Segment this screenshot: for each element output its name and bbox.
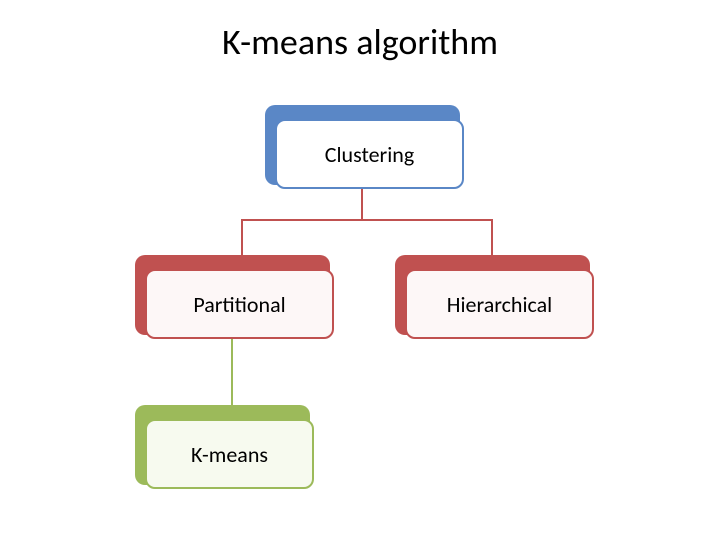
- node-hierarchical-front: Hierarchical: [405, 269, 594, 339]
- slide-title: K-means algorithm: [0, 20, 720, 64]
- node-kmeans: K-means: [135, 405, 310, 485]
- node-kmeans-label: K-means: [191, 441, 268, 468]
- connector-layer: [0, 0, 720, 540]
- connector-clustering-hierarchical: [362, 185, 492, 255]
- node-partitional-front: Partitional: [145, 269, 334, 339]
- node-kmeans-front: K-means: [145, 419, 314, 489]
- node-partitional: Partitional: [135, 255, 330, 335]
- node-clustering: Clustering: [265, 105, 460, 185]
- node-clustering-label: Clustering: [325, 141, 414, 168]
- node-clustering-front: Clustering: [275, 119, 464, 189]
- node-hierarchical: Hierarchical: [395, 255, 590, 335]
- node-partitional-label: Partitional: [193, 291, 285, 318]
- node-hierarchical-label: Hierarchical: [447, 291, 552, 318]
- connector-clustering-partitional: [242, 185, 362, 255]
